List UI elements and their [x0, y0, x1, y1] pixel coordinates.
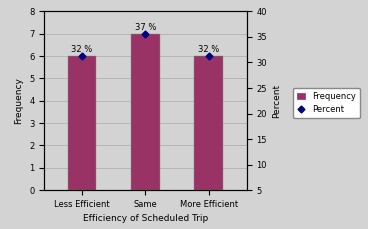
Text: 32 %: 32 % — [71, 45, 93, 54]
Bar — [131, 34, 160, 190]
X-axis label: Efficiency of Scheduled Trip: Efficiency of Scheduled Trip — [83, 214, 208, 223]
Text: 37 %: 37 % — [135, 23, 156, 32]
Y-axis label: Percent: Percent — [272, 84, 282, 118]
Text: 32 %: 32 % — [198, 45, 219, 54]
Legend: Frequency, Percent: Frequency, Percent — [293, 88, 360, 118]
Y-axis label: Frequency: Frequency — [14, 77, 24, 124]
Bar — [68, 56, 96, 190]
Bar — [194, 56, 223, 190]
